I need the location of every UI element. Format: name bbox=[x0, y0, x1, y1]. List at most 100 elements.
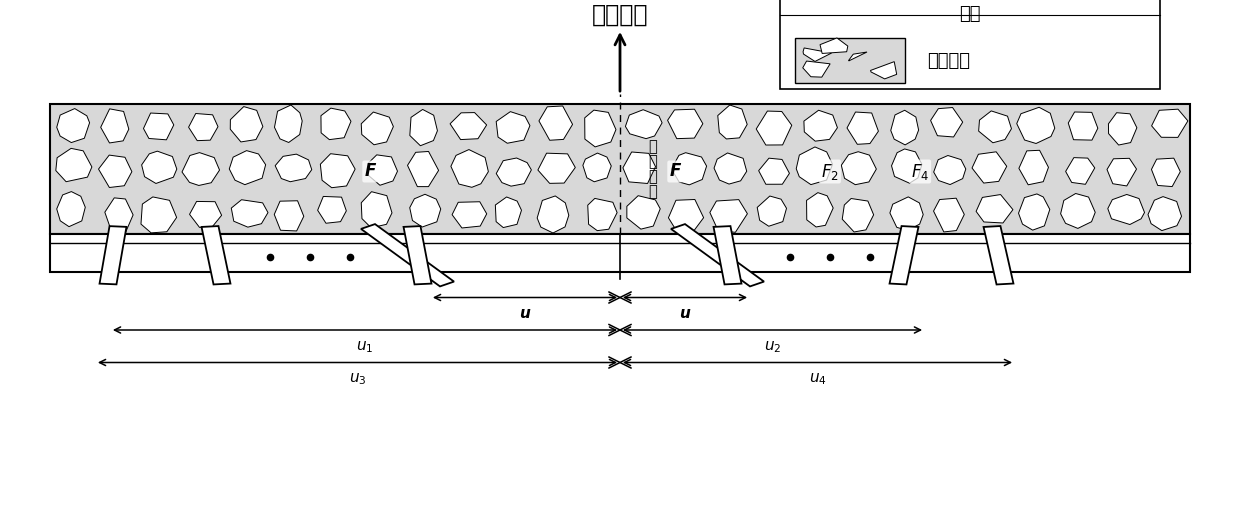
Polygon shape bbox=[892, 149, 922, 183]
Polygon shape bbox=[710, 199, 747, 232]
Polygon shape bbox=[105, 198, 133, 232]
Polygon shape bbox=[758, 158, 789, 185]
Polygon shape bbox=[891, 111, 918, 145]
Polygon shape bbox=[182, 153, 219, 186]
Text: u: u bbox=[519, 306, 530, 321]
Polygon shape bbox=[451, 150, 488, 187]
Polygon shape bbox=[1151, 158, 1181, 187]
Polygon shape bbox=[188, 114, 218, 141]
Polygon shape bbox=[1061, 193, 1095, 228]
Polygon shape bbox=[890, 226, 918, 284]
Polygon shape bbox=[538, 196, 569, 233]
Polygon shape bbox=[57, 108, 89, 142]
Bar bbox=[50, 104, 1189, 234]
Text: 开挖土层: 开挖土层 bbox=[927, 51, 970, 69]
Polygon shape bbox=[841, 152, 876, 185]
Polygon shape bbox=[321, 108, 351, 140]
Polygon shape bbox=[1106, 158, 1136, 186]
Polygon shape bbox=[274, 201, 304, 231]
Polygon shape bbox=[934, 156, 965, 185]
Polygon shape bbox=[979, 111, 1011, 143]
Bar bbox=[50, 234, 1189, 271]
Polygon shape bbox=[756, 111, 792, 145]
Polygon shape bbox=[973, 152, 1007, 183]
Polygon shape bbox=[99, 226, 126, 284]
Polygon shape bbox=[757, 196, 787, 226]
Polygon shape bbox=[275, 154, 312, 182]
Polygon shape bbox=[668, 199, 704, 232]
Polygon shape bbox=[361, 224, 453, 286]
Polygon shape bbox=[871, 62, 897, 79]
Polygon shape bbox=[627, 196, 660, 229]
Polygon shape bbox=[317, 196, 347, 223]
Polygon shape bbox=[582, 153, 611, 182]
Polygon shape bbox=[1108, 194, 1145, 225]
Polygon shape bbox=[450, 113, 487, 140]
Polygon shape bbox=[804, 110, 838, 141]
Text: 掘
进
轴
线: 掘 进 轴 线 bbox=[648, 139, 657, 199]
Polygon shape bbox=[190, 201, 222, 227]
Polygon shape bbox=[202, 226, 230, 284]
Polygon shape bbox=[321, 154, 356, 188]
Polygon shape bbox=[803, 61, 830, 77]
Polygon shape bbox=[717, 105, 747, 139]
Polygon shape bbox=[797, 147, 833, 185]
Polygon shape bbox=[1018, 150, 1048, 185]
Polygon shape bbox=[99, 155, 131, 188]
Polygon shape bbox=[404, 226, 431, 284]
Polygon shape bbox=[1066, 158, 1095, 185]
Polygon shape bbox=[275, 105, 302, 142]
Polygon shape bbox=[1151, 109, 1188, 137]
Polygon shape bbox=[362, 192, 392, 228]
Text: $u_2$: $u_2$ bbox=[763, 339, 781, 355]
Text: 掘进方向: 掘进方向 bbox=[592, 3, 648, 27]
Polygon shape bbox=[933, 198, 964, 232]
Bar bbox=[795, 38, 904, 83]
Polygon shape bbox=[668, 109, 703, 139]
Polygon shape bbox=[587, 198, 617, 231]
Polygon shape bbox=[849, 52, 867, 61]
Polygon shape bbox=[803, 48, 831, 62]
Polygon shape bbox=[496, 112, 530, 143]
Polygon shape bbox=[410, 109, 437, 146]
Polygon shape bbox=[410, 194, 441, 227]
Polygon shape bbox=[672, 224, 764, 286]
Polygon shape bbox=[57, 192, 85, 227]
Text: $F_4$: $F_4$ bbox=[911, 161, 929, 181]
Polygon shape bbox=[56, 149, 92, 182]
Polygon shape bbox=[230, 106, 263, 142]
Polygon shape bbox=[626, 109, 662, 139]
Text: $F_2$: $F_2$ bbox=[821, 161, 839, 181]
Polygon shape bbox=[408, 152, 439, 187]
Text: F: F bbox=[364, 162, 375, 180]
Text: $u_3$: $u_3$ bbox=[348, 372, 367, 387]
Text: 图例: 图例 bbox=[959, 5, 981, 23]
Polygon shape bbox=[497, 158, 532, 186]
Polygon shape bbox=[930, 107, 963, 137]
Polygon shape bbox=[100, 109, 129, 143]
Polygon shape bbox=[368, 155, 398, 185]
Polygon shape bbox=[1109, 113, 1137, 145]
Text: F: F bbox=[669, 162, 680, 180]
Polygon shape bbox=[1018, 194, 1049, 230]
Polygon shape bbox=[496, 197, 522, 228]
Polygon shape bbox=[1149, 197, 1182, 231]
Polygon shape bbox=[538, 153, 575, 183]
Polygon shape bbox=[890, 197, 923, 230]
Text: $u_4$: $u_4$ bbox=[809, 372, 826, 387]
Polygon shape bbox=[1017, 107, 1054, 143]
Polygon shape bbox=[141, 151, 177, 183]
Polygon shape bbox=[714, 226, 741, 284]
Polygon shape bbox=[362, 112, 393, 145]
Polygon shape bbox=[452, 201, 487, 228]
Polygon shape bbox=[714, 153, 747, 184]
Polygon shape bbox=[1068, 112, 1098, 140]
Text: $u_1$: $u_1$ bbox=[357, 339, 374, 355]
Polygon shape bbox=[984, 226, 1014, 284]
Polygon shape bbox=[672, 153, 706, 185]
Polygon shape bbox=[141, 197, 177, 233]
Polygon shape bbox=[585, 110, 616, 147]
Polygon shape bbox=[807, 193, 833, 227]
Polygon shape bbox=[623, 152, 655, 183]
Polygon shape bbox=[229, 151, 265, 185]
